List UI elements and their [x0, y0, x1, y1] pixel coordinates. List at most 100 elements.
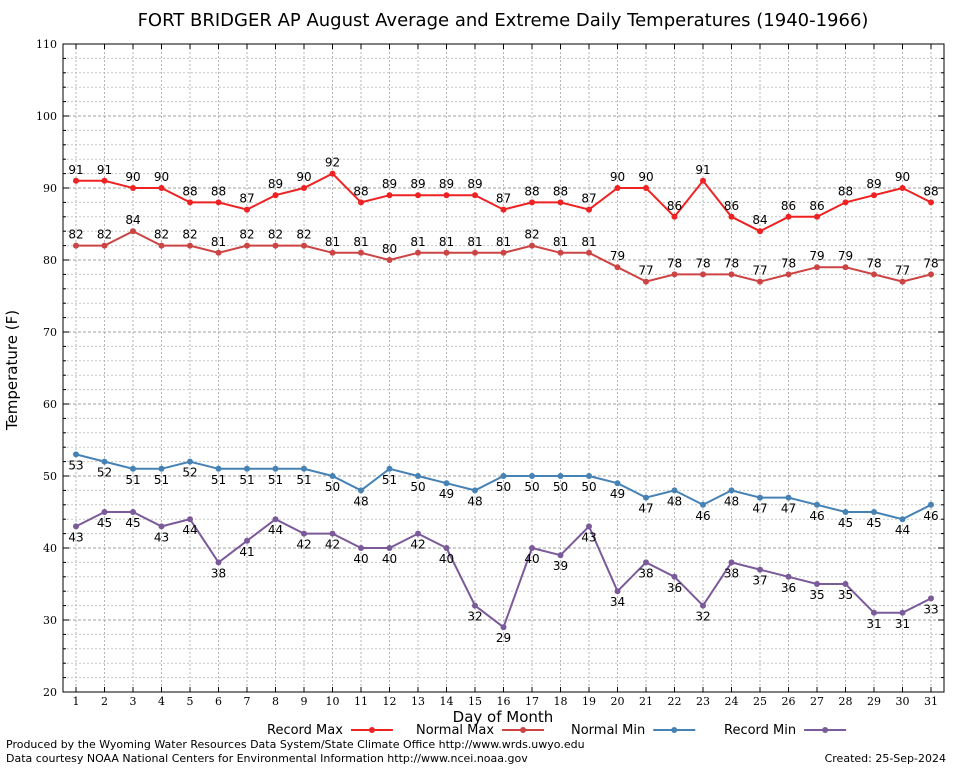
- data-point: [101, 458, 108, 465]
- data-point: [472, 487, 478, 494]
- data-point: [643, 494, 649, 501]
- data-label: 79: [838, 249, 853, 263]
- data-label: 90: [610, 170, 625, 184]
- x-tick-label: 18: [554, 695, 568, 708]
- data-point: [614, 264, 621, 271]
- data-label: 50: [581, 480, 596, 494]
- data-point: [586, 249, 592, 256]
- x-tick-label: 25: [753, 695, 767, 708]
- data-point: [329, 530, 336, 537]
- data-point: [728, 559, 735, 566]
- data-point: [871, 509, 877, 515]
- data-label: 82: [296, 228, 311, 242]
- legend: Record Max Normal Max Normal Min Record Min: [267, 723, 847, 738]
- x-tick-label: 1: [73, 695, 80, 708]
- data-point: [187, 199, 193, 206]
- data-point: [130, 465, 136, 472]
- x-tick-label: 17: [525, 695, 539, 708]
- data-point: [215, 249, 222, 256]
- data-point: [500, 624, 507, 631]
- data-label: 82: [97, 228, 112, 242]
- data-label: 51: [239, 473, 254, 487]
- data-point: [101, 177, 108, 184]
- data-label: 80: [382, 242, 397, 256]
- data-point: [358, 249, 364, 256]
- y-tick-label: 80: [43, 254, 57, 267]
- x-tick-label: 7: [244, 695, 251, 708]
- data-label: 51: [296, 473, 311, 487]
- data-point: [158, 185, 165, 191]
- footer-created: Created: 25-Sep-2024: [825, 752, 946, 765]
- data-label: 36: [667, 581, 682, 595]
- x-tick-label: 10: [326, 695, 340, 708]
- x-tick-label: 24: [725, 695, 739, 708]
- data-label: 91: [68, 163, 83, 177]
- data-label: 46: [809, 509, 824, 523]
- data-label: 88: [923, 184, 938, 198]
- data-point: [785, 573, 792, 580]
- data-point: [785, 271, 792, 278]
- data-label: 90: [296, 170, 311, 184]
- data-point: [244, 242, 250, 249]
- data-point: [586, 206, 592, 213]
- x-tick-label: 12: [383, 695, 397, 708]
- y-tick-label: 50: [43, 470, 57, 483]
- data-point: [329, 249, 336, 256]
- data-label: 82: [524, 228, 539, 242]
- data-label: 48: [724, 494, 739, 508]
- data-point: [500, 249, 507, 256]
- x-tick-label: 8: [272, 695, 279, 708]
- x-tick-label: 31: [924, 695, 938, 708]
- data-point: [728, 213, 735, 220]
- data-label: 84: [752, 213, 767, 227]
- data-point: [557, 473, 564, 479]
- data-label: 50: [496, 480, 511, 494]
- data-label: 43: [68, 530, 83, 544]
- data-label: 78: [695, 256, 710, 270]
- data-point: [899, 278, 906, 285]
- data-point: [187, 516, 193, 523]
- data-label: 45: [866, 516, 881, 530]
- data-label: 89: [439, 177, 454, 191]
- data-point: [785, 494, 792, 501]
- data-point: [671, 271, 678, 278]
- data-point: [215, 559, 222, 566]
- data-label: 79: [610, 249, 625, 263]
- data-point: [871, 609, 877, 616]
- data-point: [244, 206, 250, 213]
- x-tick-label: 22: [668, 695, 682, 708]
- data-label: 84: [125, 213, 140, 227]
- x-tick-label: 13: [411, 695, 425, 708]
- data-label: 88: [838, 184, 853, 198]
- data-point: [301, 530, 307, 537]
- series-record-min: 43 45 45 43 44 38 41 44 42 42 40 40 42 40 32 29 40 39 43 34…: [68, 509, 939, 645]
- legend-swatch-marker: [822, 727, 829, 733]
- y-tick-label: 70: [43, 326, 57, 339]
- data-label: 87: [496, 192, 511, 206]
- data-label: 91: [97, 163, 112, 177]
- data-point: [614, 588, 621, 595]
- data-point: [272, 516, 279, 523]
- data-label: 82: [182, 228, 197, 242]
- data-label: 49: [439, 487, 454, 501]
- data-point: [899, 185, 906, 191]
- data-point: [358, 545, 364, 551]
- data-point: [272, 242, 279, 249]
- x-tick-label: 4: [158, 695, 165, 708]
- data-label: 32: [695, 610, 710, 624]
- data-point: [301, 185, 307, 191]
- data-point: [386, 465, 393, 472]
- data-point: [928, 501, 934, 508]
- data-label: 39: [553, 559, 568, 573]
- data-label: 35: [809, 588, 824, 602]
- data-label: 81: [353, 235, 368, 249]
- x-tick-label: 14: [440, 695, 454, 708]
- data-point: [301, 465, 307, 472]
- data-label: 48: [467, 494, 482, 508]
- data-label: 88: [211, 184, 226, 198]
- data-label: 82: [239, 228, 254, 242]
- data-point: [358, 487, 364, 494]
- data-point: [244, 465, 250, 472]
